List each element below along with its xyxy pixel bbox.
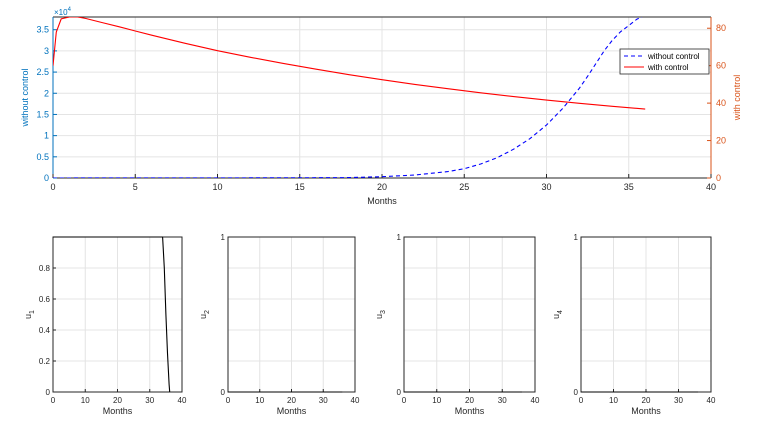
left-y-tick-label: 0.5 <box>36 152 49 162</box>
x-tick-label: 30 <box>498 396 507 405</box>
legend-box <box>619 48 710 75</box>
x-tick-label: 30 <box>319 396 328 405</box>
x-tick-label: 30 <box>674 396 683 405</box>
x-tick-label: 20 <box>465 396 474 405</box>
right-y-tick-label: 60 <box>716 61 726 71</box>
left-y-tick-label: 1.5 <box>36 109 49 119</box>
y-axis-title: u4 <box>551 310 564 319</box>
x-tick-label: 0 <box>50 182 55 192</box>
x-tick-label: 10 <box>255 396 264 405</box>
x-tick-label: 25 <box>459 182 469 192</box>
x-tick-label: 20 <box>377 182 387 192</box>
legend-label: with control <box>647 63 689 72</box>
series-line-with-control <box>53 17 646 110</box>
y-axis-title: u2 <box>198 310 211 319</box>
x-tick-label: 0 <box>51 396 56 405</box>
control-panel-4: 0 10 20 30 40 Months 0 1 u4 <box>551 233 716 416</box>
series-line-without-control <box>53 17 643 178</box>
left-y-tick-label: 1 <box>44 131 49 141</box>
x-tick-label: 30 <box>145 396 154 405</box>
y-tick-label: 0.4 <box>39 326 51 335</box>
y-tick-label: 1 <box>574 233 579 242</box>
x-axis-title: Months <box>103 406 133 416</box>
x-axis-title: Months <box>277 406 307 416</box>
x-tick-label: 0 <box>402 396 407 405</box>
y-tick-label: 0 <box>397 388 402 397</box>
control-panel-1: 0 10 20 30 40 Months 0 0.2 0.4 0.6 0.8 u1 <box>23 236 187 416</box>
right-y-axis-title: with control <box>732 75 742 122</box>
main-chart: 0 5 10 15 20 25 30 35 40 Months 0 0.5 1 1.5 2 2.5 3 3.5 ×1… <box>20 7 742 206</box>
x-tick-label: 0 <box>579 396 584 405</box>
x-tick-label: 15 <box>295 182 305 192</box>
y-tick-label: 0 <box>574 388 579 397</box>
left-y-exponent: ×104 <box>54 7 72 17</box>
y-tick-label: 0 <box>221 388 226 397</box>
x-tick-label: 10 <box>212 182 222 192</box>
control-panel-2: 0 10 20 30 40 Months 0 1 u2 <box>198 233 360 416</box>
x-axis-title: Months <box>631 406 661 416</box>
right-y-tick-label: 0 <box>716 173 721 183</box>
right-y-tick-label: 40 <box>716 98 726 108</box>
y-axis-title: u1 <box>23 310 36 319</box>
x-tick-label: 40 <box>351 396 360 405</box>
x-tick-label: 20 <box>642 396 651 405</box>
left-y-tick-label: 2.5 <box>36 67 49 77</box>
x-tick-label: 40 <box>531 396 540 405</box>
x-tick-label: 20 <box>287 396 296 405</box>
control-panel-3: 0 10 20 30 40 Months 0 1 u3 <box>374 233 540 416</box>
y-tick-label: 0.6 <box>39 295 51 304</box>
control-series-line <box>53 236 171 393</box>
right-y-tick-label: 80 <box>716 23 726 33</box>
y-tick-label: 0.2 <box>39 357 51 366</box>
left-y-tick-label: 3 <box>44 46 49 56</box>
y-tick-label: 1 <box>397 233 402 242</box>
x-tick-label: 5 <box>133 182 138 192</box>
x-tick-label: 0 <box>226 396 231 405</box>
y-tick-label: 0 <box>46 388 51 397</box>
x-tick-label: 10 <box>432 396 441 405</box>
x-axis-title: Months <box>367 196 397 206</box>
legend-label: without control <box>647 52 700 61</box>
x-tick-label: 35 <box>624 182 634 192</box>
legend: without control with control <box>619 48 710 75</box>
left-y-tick-label: 3.5 <box>36 25 49 35</box>
y-axis-title: u3 <box>374 310 387 319</box>
left-y-tick-label: 0 <box>44 173 49 183</box>
y-tick-label: 1 <box>221 233 226 242</box>
x-tick-label: 40 <box>706 182 716 192</box>
left-y-tick-label: 2 <box>44 88 49 98</box>
x-tick-label: 40 <box>707 396 716 405</box>
x-tick-label: 30 <box>541 182 551 192</box>
left-y-axis-title: without control <box>20 68 30 127</box>
x-tick-label: 40 <box>178 396 187 405</box>
y-tick-label: 0.8 <box>39 264 51 273</box>
x-tick-label: 10 <box>81 396 90 405</box>
right-y-tick-label: 20 <box>716 136 726 146</box>
x-axis-title: Months <box>455 406 485 416</box>
x-tick-label: 10 <box>609 396 618 405</box>
x-tick-label: 20 <box>113 396 122 405</box>
